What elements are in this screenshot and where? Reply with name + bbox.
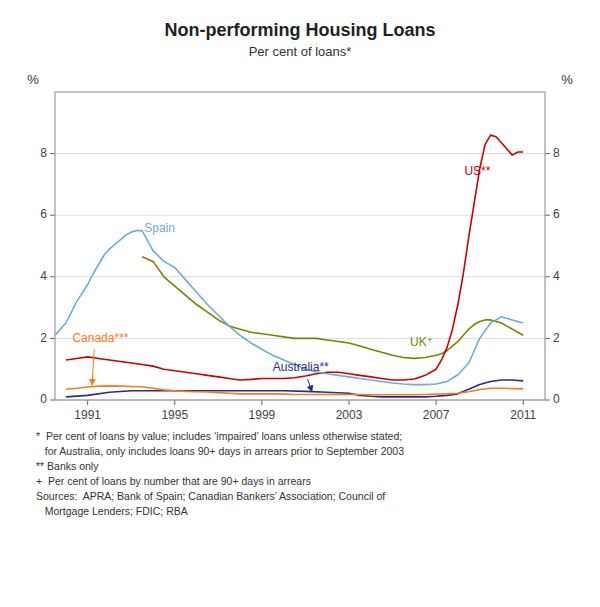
series-line [66, 386, 523, 395]
y2-tick-label: 6 [553, 207, 560, 221]
annotation: UK⁺ [410, 335, 433, 349]
series-line [55, 231, 523, 385]
x-tick [349, 400, 350, 405]
footnote: ** Banks only [36, 460, 99, 472]
title: Non-performing Housing Loans [165, 20, 436, 40]
subtitle: Per cent of loans* [249, 44, 352, 59]
x-tick [87, 400, 88, 405]
lines [55, 135, 523, 397]
y-tick [50, 153, 55, 154]
x-tick [261, 400, 262, 405]
y-tick [50, 338, 55, 339]
series-line [66, 135, 523, 380]
y2-tick-label: 8 [553, 146, 560, 160]
y-tick-label: 6 [40, 207, 47, 221]
y-tick [50, 215, 55, 216]
footnotes: * Per cent of loans by value; includes ‘… [36, 430, 404, 517]
y-tick [50, 276, 55, 277]
annotation: Canada*** [72, 331, 128, 345]
y2-tick [545, 153, 550, 154]
plot-frame [55, 92, 545, 400]
annotation: Spain [144, 221, 175, 235]
series-line [66, 380, 523, 397]
x-tick [523, 400, 524, 405]
footnote: + Per cent of loans by number that are 9… [36, 475, 311, 487]
y-axis-label: % [27, 72, 39, 87]
annotations: Spain UK⁺ US** Canada*** Australia** [72, 164, 490, 391]
y2-tick-label: 2 [553, 331, 560, 345]
y-tick-label: 4 [40, 269, 47, 283]
x-tick-label: 2011 [510, 408, 536, 422]
y2-tick-label: 0 [553, 392, 560, 406]
x-tick-label: 1995 [161, 408, 188, 422]
x-tick-label: 2007 [423, 408, 450, 422]
x-tick [436, 400, 437, 405]
annotation: US** [464, 164, 490, 178]
annotation-arrow [92, 349, 94, 385]
grid-line [55, 276, 545, 277]
x-tick-label: 1991 [74, 408, 101, 422]
y2-tick [545, 215, 550, 216]
footnote: * Per cent of loans by value; includes ‘… [36, 430, 402, 442]
footnote: Mortgage Lenders; FDIC; RBA [36, 505, 188, 517]
y-tick-label: 2 [40, 331, 47, 345]
x-tick [174, 400, 175, 405]
x-tick-label: 2003 [336, 408, 363, 422]
x-tick-label: 1999 [249, 408, 276, 422]
annotation-arrow [308, 379, 312, 392]
y2-axis-label: % [561, 72, 573, 87]
annotation: Australia** [273, 360, 329, 374]
series-line [142, 257, 523, 359]
y-tick-label: 0 [40, 392, 47, 406]
chart: Non-performing Housing Loans Per cent of … [0, 0, 600, 607]
y2-tick-label: 4 [553, 269, 560, 283]
y2-tick [545, 276, 550, 277]
background [0, 0, 600, 607]
y-tick [50, 400, 55, 401]
grid-line [55, 153, 545, 154]
footnote: for Australia, only includes loans 90+ d… [36, 445, 404, 457]
footnote: Sources: APRA; Bank of Spain; Canadian B… [36, 490, 385, 502]
y-tick-label: 8 [40, 146, 47, 160]
y2-tick [545, 400, 550, 401]
y2-tick [545, 338, 550, 339]
